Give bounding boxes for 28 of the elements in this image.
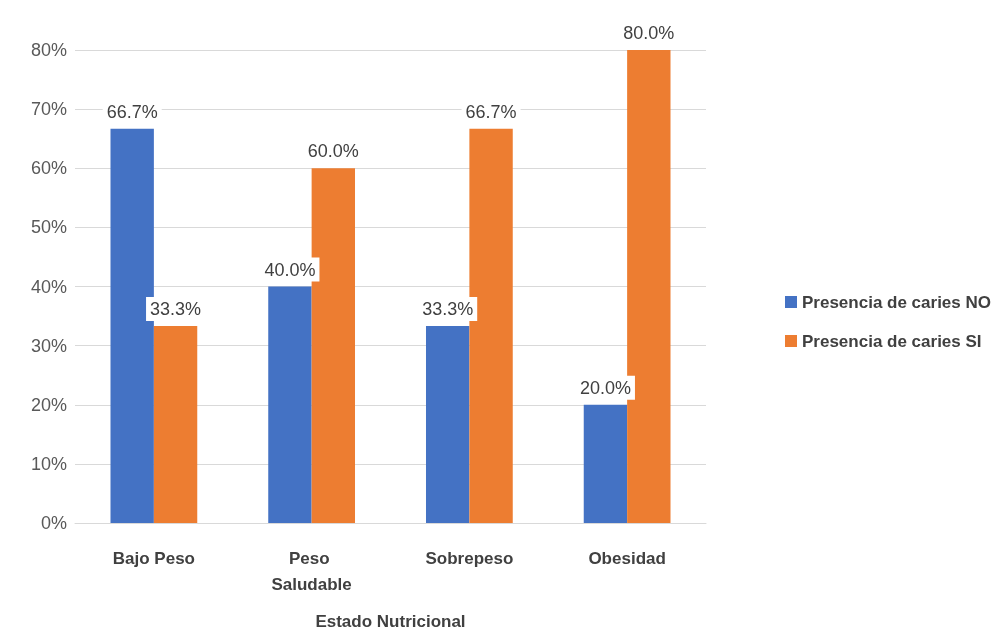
y-tick-label: 10% — [30, 453, 67, 474]
x-tick-label: Peso Saludable — [271, 548, 352, 594]
y-tick-label: 70% — [30, 99, 67, 120]
data-label: 80.0% — [623, 23, 675, 43]
y-tick-label: 30% — [30, 335, 67, 356]
x-tick-label: Bajo Peso — [112, 548, 195, 568]
data-label: 66.7% — [465, 101, 517, 122]
data-label: 33.3% — [422, 299, 474, 320]
bar — [425, 326, 470, 523]
data-label: 20.0% — [579, 377, 631, 398]
x-tick-label: Sobrepeso — [425, 548, 514, 568]
x-tick-label: Obesidad — [588, 548, 666, 568]
y-tick-label: 40% — [30, 276, 67, 297]
legend-label: Presencia de caries SI — [802, 331, 982, 351]
data-label: 40.0% — [264, 259, 316, 280]
legend-label: Presencia de caries NO — [802, 292, 992, 312]
y-tick-label: 0% — [40, 513, 67, 533]
bar — [153, 326, 198, 523]
bar — [583, 404, 628, 523]
data-label: 33.3% — [150, 299, 202, 320]
bar — [268, 286, 312, 523]
y-tick-label: 20% — [30, 394, 67, 415]
data-label: 66.7% — [106, 101, 158, 122]
x-axis-title: Estado Nutricional — [315, 612, 466, 631]
data-label: 60.0% — [307, 141, 359, 162]
y-tick-label: 80% — [30, 40, 67, 60]
y-tick-label: 60% — [30, 158, 67, 179]
y-tick-label: 50% — [30, 217, 67, 238]
